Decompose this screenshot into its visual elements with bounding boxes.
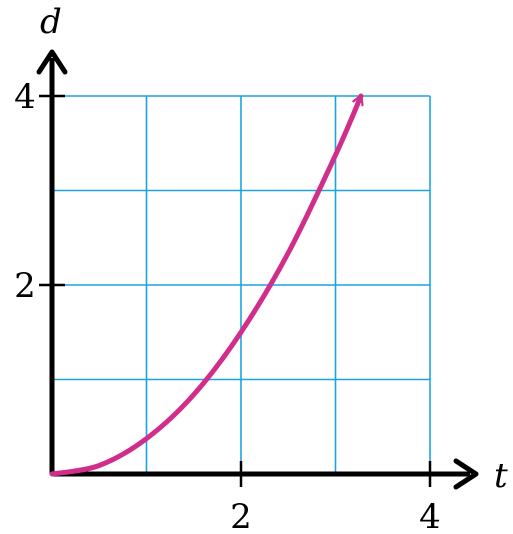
y-axis-arrow-icon	[36, 49, 68, 75]
x-axis-arrow-icon	[453, 458, 479, 490]
ticks: 2 4 2 4	[14, 77, 441, 534]
x-tick-label: 4	[419, 497, 441, 534]
x-axis-label: t	[494, 456, 508, 496]
x-tick-label: 2	[230, 497, 252, 534]
y-tick-label: 2	[14, 266, 36, 306]
y-tick-label: 4	[14, 77, 36, 117]
curve-series	[49, 93, 361, 477]
y-axis-label: d	[40, 2, 62, 42]
grid	[52, 95, 431, 474]
